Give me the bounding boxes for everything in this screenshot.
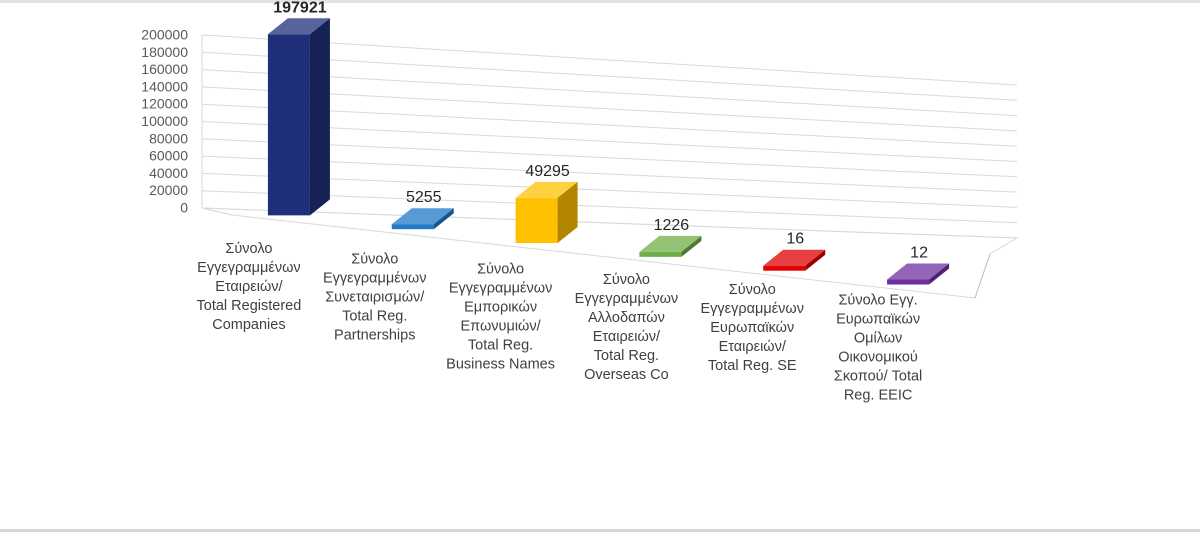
gridline [201,51,1018,101]
gridlines [201,34,1018,239]
y-tick-label: 120000 [141,96,188,112]
gridline [201,155,1018,193]
bar-side-face [433,208,454,230]
side-wall-floor-edge [201,207,233,216]
bar-front-face [391,224,434,230]
bar-front-face [515,197,558,244]
y-tick-label: 180000 [141,44,188,60]
bar-4 [639,235,702,257]
gridline [201,207,1018,239]
bars [267,18,950,285]
bar-side-face [557,181,578,244]
x-category-label: Σύνολο Εγγεγραμμένων Εταιρειών/Total Regis… [197,241,302,333]
bar-2 [391,208,454,230]
y-tick-label: 100000 [141,113,188,129]
bar-front-face [763,265,806,271]
bar-6 [887,263,950,285]
bar-front-face [267,34,310,216]
bar-top-face [887,263,950,280]
gridline [201,103,1018,147]
data-label: 16 [786,231,804,248]
data-label: 5255 [406,189,442,206]
bar-top-face [391,208,454,225]
gridline [201,172,1018,208]
gridline [201,121,1018,162]
data-label: 1226 [654,217,690,234]
data-label: 49295 [525,163,570,180]
x-category-label: Σύνολο Εγγεγραμμένων Αλλοδαπών Εταιρειών/To… [575,272,679,383]
x-category-label: Σύνολο Εγγεγραμμένων Συνεταιρισμών/Total R… [323,251,427,343]
floor-right-edge [974,253,991,299]
y-tick-label: 160000 [141,61,188,77]
y-axis: 0200004000060000800001000001200001400001… [141,27,188,216]
bar-front-face [639,251,682,257]
gridline [201,34,1018,86]
bar-top-face [763,249,826,266]
top-border [0,0,1200,3]
x-category-label: Σύνολο Εγγ. Ευρωπαϊκών Ομίλων Οικονομικού Σκ… [834,292,922,403]
gridline [201,138,1018,178]
bottom-border [0,529,1200,532]
x-category-label: Σύνολο Εγγεγραμμένων Εμπορικών Επωνυμιών/To… [446,262,555,373]
bar-side-face [805,249,826,271]
bar-side-face [929,263,950,285]
x-axis: Σύνολο Εγγεγραμμένων Εταιρειών/Total Regis… [197,241,923,403]
bar-3 [515,181,578,244]
y-tick-label: 0 [180,200,188,216]
y-tick-label: 20000 [149,182,188,198]
y-tick-label: 200000 [141,27,188,43]
y-tick-label: 80000 [149,130,188,146]
bar-5 [763,249,826,271]
bar-side-face [681,235,702,257]
x-category-label: Σύνολο Εγγεγραμμένων Ευρωπαϊκών Εταιρειών/T… [700,282,804,374]
data-label: 12 [910,245,928,262]
bar-1 [267,18,330,216]
bar-top-face [267,18,330,35]
data-label: 197921 [273,0,326,16]
y-tick-label: 40000 [149,165,188,181]
bar-front-face [887,279,930,285]
gridline [201,86,1018,132]
bar-top-face [639,235,702,252]
gridline [201,69,1018,117]
bar-top-face [515,181,578,198]
gridline [201,190,1018,224]
bar-side-face [309,18,330,216]
y-tick-label: 140000 [141,78,188,94]
data-labels: 197921 5255 49295 1226 16 12 [273,0,928,262]
y-tick-label: 60000 [149,148,188,164]
